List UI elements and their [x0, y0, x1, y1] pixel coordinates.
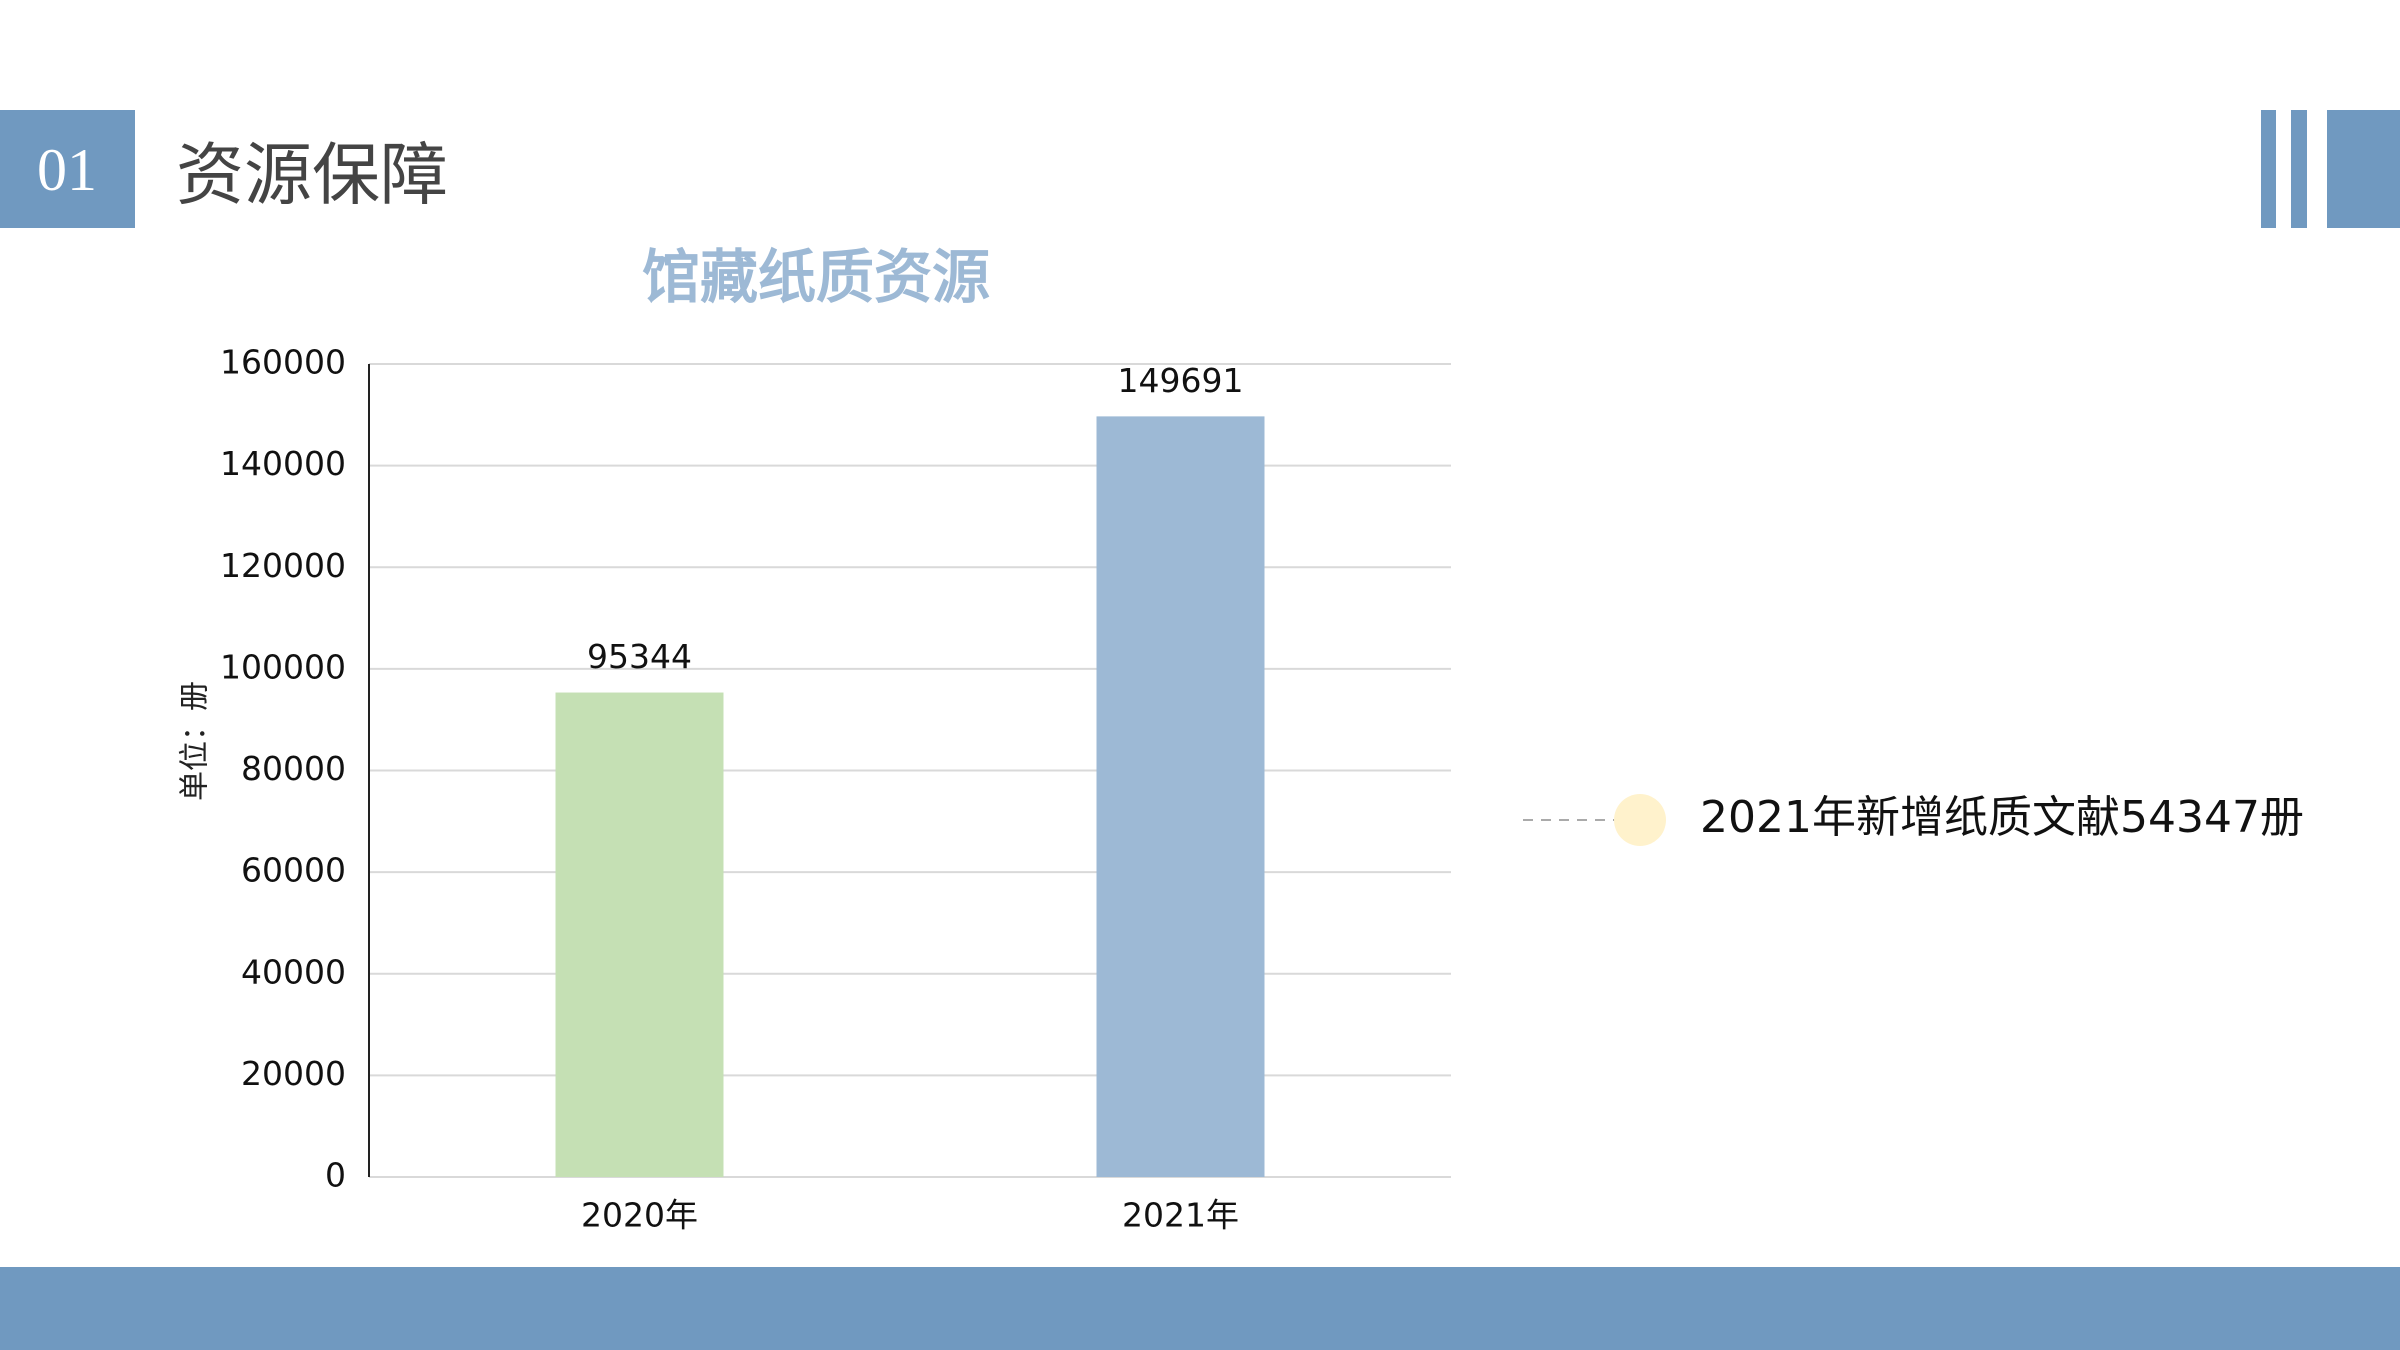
y-tick-label: 100000 [220, 647, 346, 686]
header-box [0, 110, 135, 228]
header-title: 资源保障 [176, 137, 448, 216]
decor-bar [2327, 110, 2400, 228]
y-tick-label: 60000 [241, 851, 346, 890]
decor-bar [2291, 110, 2307, 228]
y-tick-label: 40000 [241, 952, 346, 991]
y-tick-label: 0 [325, 1156, 346, 1195]
footer-band [0, 1267, 2400, 1350]
annotation: 2021年新增纸质文献54347册 [1700, 792, 2304, 843]
bar [1096, 416, 1265, 1178]
x-tick-label: 2021年 [1122, 1196, 1239, 1235]
y-tick-label: 80000 [241, 749, 346, 788]
bar [555, 692, 724, 1177]
decor-bar [2261, 110, 2276, 228]
y-axis-label: 单位：册 [178, 681, 213, 801]
y-tick-label: 120000 [220, 546, 346, 585]
header-number: 01 [37, 137, 97, 203]
x-tick-label: 2020年 [581, 1196, 698, 1235]
value-label: 149691 [1118, 361, 1244, 400]
chart-title: 馆藏纸质资源 [642, 243, 990, 311]
y-tick-label: 140000 [220, 444, 346, 483]
annotation-dot [1614, 794, 1666, 846]
y-tick-label: 20000 [241, 1054, 346, 1093]
value-label: 95344 [587, 637, 692, 676]
y-tick-label: 160000 [220, 343, 346, 382]
